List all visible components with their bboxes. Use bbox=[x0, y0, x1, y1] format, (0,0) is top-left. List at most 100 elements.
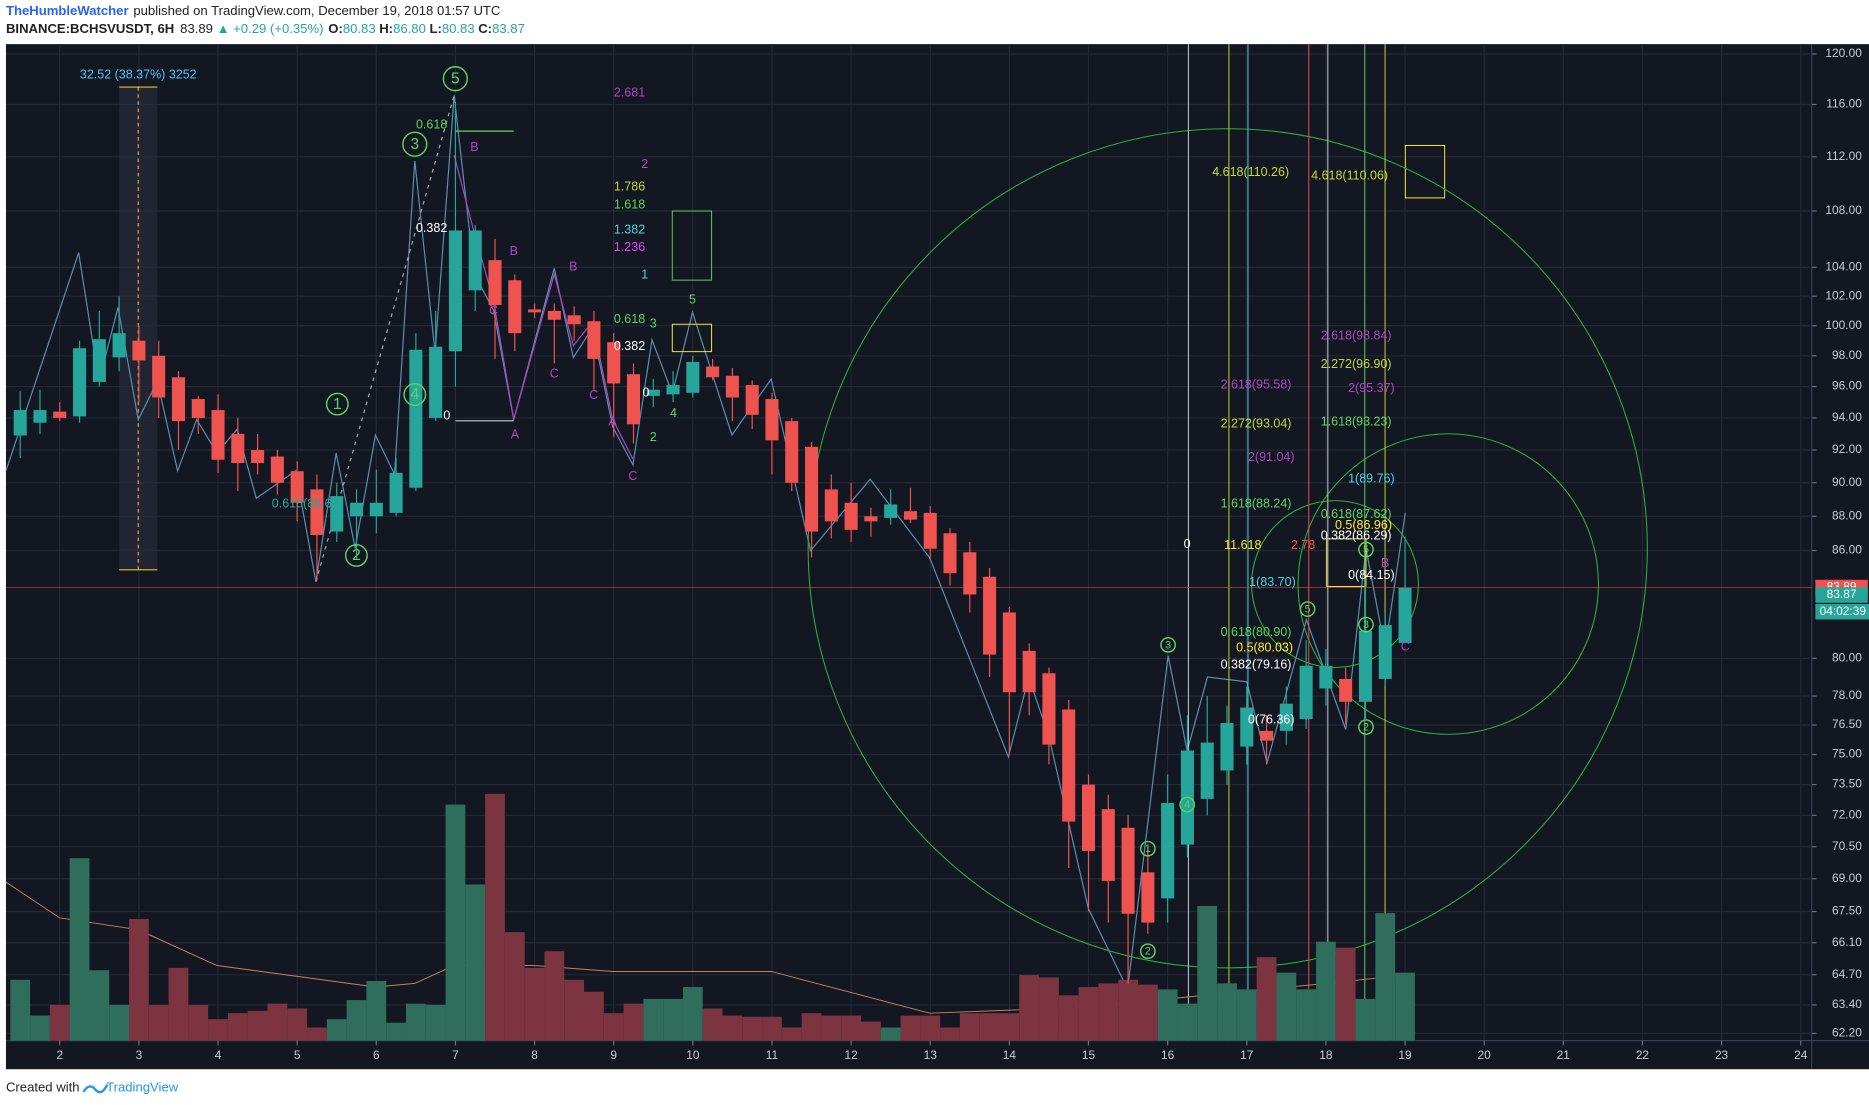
x-tick-label: 20 bbox=[1478, 1048, 1492, 1062]
wave-label: 2 bbox=[1363, 722, 1369, 734]
candle-body bbox=[73, 348, 87, 417]
volume-bar bbox=[1316, 941, 1336, 1041]
volume-bar bbox=[366, 981, 387, 1041]
annotation: B bbox=[569, 259, 577, 273]
volume-bar bbox=[405, 1003, 426, 1041]
wave-circle bbox=[1179, 796, 1196, 813]
volume-bar bbox=[267, 1003, 288, 1041]
x-tick-label: 3 bbox=[136, 1048, 143, 1062]
candle-body bbox=[666, 385, 680, 395]
candle-body bbox=[290, 471, 304, 503]
volume-bar bbox=[959, 1013, 980, 1041]
ohlc-value: 80.83 bbox=[442, 21, 475, 36]
candle-body bbox=[626, 374, 641, 425]
annotations: 32.52 (38.37%) 3252 0.618 0.382 0 0.618(88.6… bbox=[80, 66, 1410, 960]
fib-circle bbox=[1297, 433, 1599, 735]
annotation: 2 bbox=[641, 157, 648, 171]
wave-label: 5 bbox=[1305, 604, 1311, 616]
wave-circle bbox=[1358, 719, 1374, 735]
y-tick-label: 64.70 bbox=[1832, 967, 1862, 981]
y-tick-label: 72.00 bbox=[1832, 807, 1862, 821]
annotation: 0 bbox=[443, 408, 450, 422]
annotation: 0.618 bbox=[416, 117, 447, 131]
x-tick-label: 7 bbox=[452, 1048, 459, 1062]
candle-body bbox=[92, 339, 106, 382]
volume-bar bbox=[346, 1000, 367, 1041]
candle-body bbox=[607, 342, 621, 384]
volume-bar bbox=[247, 1010, 268, 1041]
wave-label: 3 bbox=[410, 136, 419, 153]
y-tick-label: 70.50 bbox=[1832, 839, 1862, 853]
volume-bar bbox=[1355, 998, 1376, 1041]
candle-body bbox=[805, 446, 819, 532]
wave-circle bbox=[1160, 637, 1176, 653]
volume-bar bbox=[307, 1027, 327, 1041]
change: +0.29 (+0.35%) bbox=[233, 21, 323, 36]
candle-body bbox=[1081, 784, 1096, 851]
volume-bar bbox=[564, 979, 585, 1041]
volume-bar bbox=[1256, 957, 1277, 1041]
candle-body bbox=[923, 512, 937, 549]
author[interactable]: TheHumbleWatcher bbox=[6, 3, 129, 18]
annotation: 1.786 bbox=[614, 179, 645, 193]
annotation: 1.618(93.23) bbox=[1321, 414, 1392, 428]
volume-bar bbox=[1197, 905, 1218, 1041]
y-tick-label: 94.00 bbox=[1832, 410, 1862, 424]
candle-body bbox=[369, 502, 383, 517]
volume-bar bbox=[445, 804, 466, 1041]
candle-body bbox=[1121, 827, 1135, 914]
ohlc-value: 80.83 bbox=[343, 21, 376, 36]
volume-bar bbox=[287, 1008, 308, 1041]
candle-body bbox=[1002, 612, 1016, 693]
y-tick-label: 102.00 bbox=[1825, 288, 1862, 302]
annotation: 1 bbox=[641, 268, 648, 282]
volume-bar bbox=[1098, 983, 1119, 1041]
y-tick-label: 73.50 bbox=[1832, 777, 1862, 791]
wave-label: 1 bbox=[1145, 843, 1151, 855]
volume-bar bbox=[1236, 989, 1257, 1041]
candle-body bbox=[706, 366, 720, 378]
candle-body bbox=[488, 260, 502, 306]
wave-circle bbox=[1139, 840, 1156, 857]
y-tick-label: 92.00 bbox=[1832, 442, 1862, 456]
volume-bar bbox=[504, 932, 525, 1041]
candle-body bbox=[646, 389, 660, 396]
candle-body bbox=[1339, 678, 1353, 702]
candle-body bbox=[725, 375, 739, 398]
countdown-tag bbox=[1815, 603, 1869, 620]
candle-body bbox=[686, 361, 700, 393]
annotation: C bbox=[1401, 640, 1410, 654]
candle-body bbox=[310, 489, 324, 535]
wave-label: 3 bbox=[1363, 619, 1369, 631]
annotation: 2.618(95.58) bbox=[1221, 377, 1292, 391]
candle-body bbox=[943, 533, 957, 574]
x-tick-label: 4 bbox=[215, 1048, 222, 1062]
annotation: 0.618(88.65) bbox=[272, 497, 343, 511]
x-tick-label: 19 bbox=[1398, 1048, 1412, 1062]
candle-body bbox=[112, 333, 126, 358]
annotation: 0.382 bbox=[416, 221, 447, 235]
volume-bar bbox=[1019, 975, 1040, 1041]
volume-bar bbox=[326, 1019, 347, 1041]
annotation: 4.618(110.26) bbox=[1212, 165, 1289, 179]
volume-bar bbox=[821, 1015, 842, 1041]
annotation: 2.618(98.84) bbox=[1321, 328, 1392, 342]
price-tag bbox=[1815, 587, 1868, 603]
footer-brand[interactable]: TradingView bbox=[106, 1080, 179, 1095]
annotation: 0 bbox=[642, 386, 649, 400]
volume-bar bbox=[1296, 989, 1317, 1041]
annotation: C bbox=[489, 303, 498, 317]
y-tick-label: 112.00 bbox=[1826, 149, 1862, 163]
target-box bbox=[1326, 538, 1367, 587]
volume-bar bbox=[603, 1013, 624, 1041]
x-tick-label: 15 bbox=[1082, 1048, 1096, 1062]
volume-bar bbox=[584, 991, 604, 1041]
candle-body bbox=[1220, 723, 1234, 771]
annotation: 1.618 bbox=[614, 197, 645, 211]
candle-body bbox=[567, 315, 581, 325]
x-tick-label: 11 bbox=[766, 1048, 779, 1062]
y-tick-label: 96.00 bbox=[1832, 379, 1862, 393]
candle-body bbox=[745, 385, 759, 415]
wave-label: 5 bbox=[451, 70, 460, 87]
x-tick-label: 14 bbox=[1003, 1048, 1017, 1062]
